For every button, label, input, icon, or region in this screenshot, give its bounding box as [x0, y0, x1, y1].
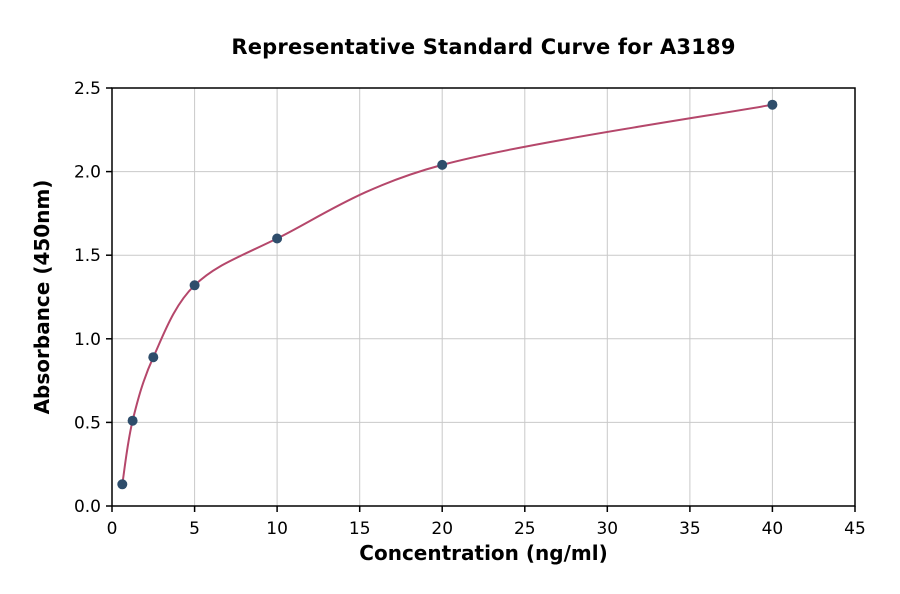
x-tick-label: 35 — [679, 519, 701, 539]
data-point-marker — [437, 159, 448, 170]
y-tick-label: 2.5 — [74, 79, 101, 99]
axis-ticks — [106, 87, 856, 512]
y-tick-label: 1.0 — [74, 330, 101, 350]
x-tick-label: 0 — [107, 519, 118, 539]
data-point-marker — [189, 280, 200, 291]
x-tick-label: 5 — [189, 519, 200, 539]
x-tick-labels: 0 5 10 15 20 25 30 35 40 45 — [107, 519, 866, 539]
y-tick-label: 0.0 — [74, 497, 101, 517]
data-point-marker — [127, 415, 138, 426]
grid-lines — [111, 87, 856, 507]
x-tick-label: 10 — [266, 519, 288, 539]
data-point-marker — [117, 479, 128, 490]
chart-title: Representative Standard Curve for A3189 — [231, 35, 736, 59]
x-tick-label: 15 — [349, 519, 371, 539]
x-tick-label: 30 — [596, 519, 618, 539]
plot-border — [111, 87, 856, 507]
data-point-marker — [272, 233, 283, 244]
y-tick-label: 2.0 — [74, 163, 101, 183]
data-point-markers — [117, 99, 778, 490]
y-tick-label: 1.5 — [74, 246, 101, 266]
y-axis-label: Absorbance (450nm) — [30, 179, 54, 415]
x-axis-label: Concentration (ng/ml) — [359, 541, 608, 565]
x-tick-label: 25 — [514, 519, 536, 539]
x-tick-label: 40 — [762, 519, 784, 539]
y-tick-label: 0.5 — [74, 413, 101, 433]
data-point-marker — [767, 99, 778, 110]
x-tick-label: 45 — [844, 519, 866, 539]
data-point-marker — [148, 352, 159, 363]
fit-curve-line — [121, 103, 774, 486]
x-tick-label: 20 — [431, 519, 453, 539]
y-tick-labels: 0.0 0.5 1.0 1.5 2.0 2.5 — [74, 79, 101, 517]
